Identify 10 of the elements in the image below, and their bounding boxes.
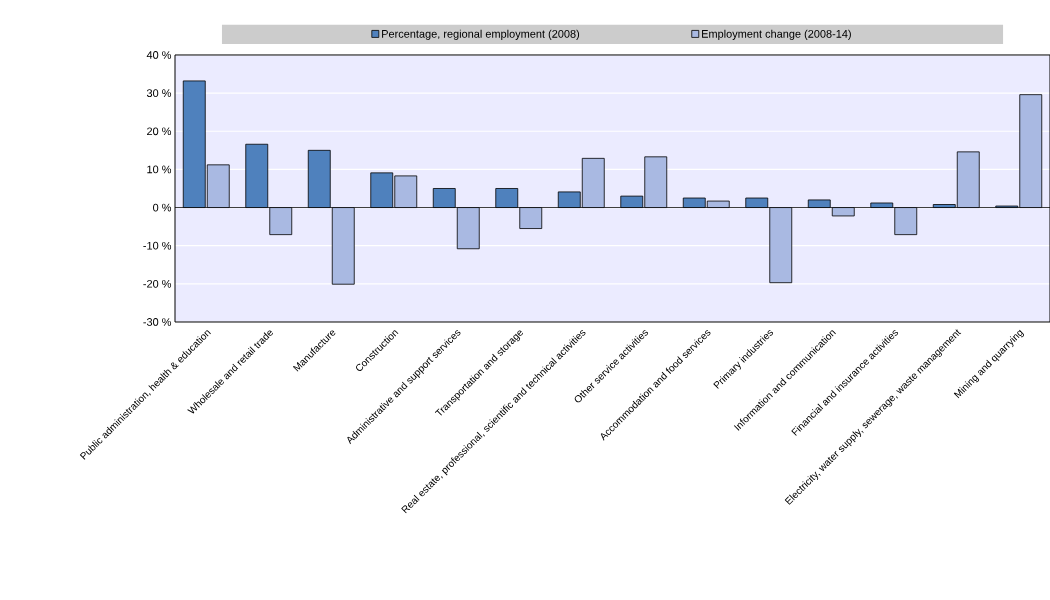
legend-label: Percentage, regional employment (2008) (382, 29, 580, 40)
y-tick-label: -20 % (143, 279, 172, 288)
y-tick-label: 0 % (153, 203, 172, 212)
y-tick-label: 30 % (146, 89, 172, 98)
y-tick-label: -30 % (143, 318, 172, 326)
legend-label: Employment change (2008-14) (702, 29, 851, 40)
y-tick-label: -10 % (143, 241, 172, 250)
y-tick-label: 40 % (146, 51, 172, 59)
y-tick-label: 20 % (147, 127, 172, 136)
y-tick-label: 10 % (147, 165, 172, 174)
